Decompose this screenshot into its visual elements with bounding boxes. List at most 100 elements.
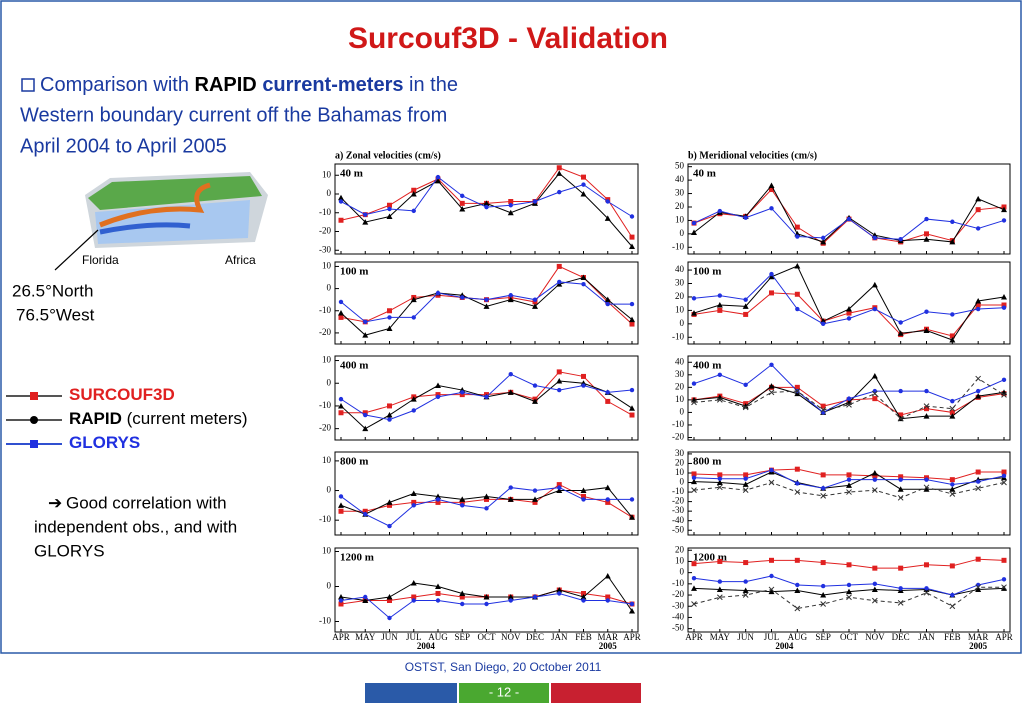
x-tick-label: APR <box>332 632 350 642</box>
point <box>605 497 610 502</box>
point <box>950 398 955 404</box>
point <box>483 200 490 206</box>
point <box>924 562 929 568</box>
point <box>820 235 826 241</box>
point <box>742 404 749 411</box>
point <box>846 594 852 601</box>
point <box>691 475 697 480</box>
point <box>484 204 489 210</box>
frame <box>0 0 1022 654</box>
intro-line: April 2004 to April 2005 <box>20 135 227 157</box>
x-tick-label: JAN <box>918 632 935 642</box>
comment: Good correlation with independent obs., a… <box>34 493 237 560</box>
point <box>435 493 441 499</box>
point <box>484 601 489 607</box>
point <box>459 206 466 212</box>
point <box>975 586 982 592</box>
point <box>898 320 903 325</box>
x-tick-label: MAY <box>355 632 376 642</box>
point <box>410 490 417 496</box>
point <box>532 398 538 404</box>
y-tick-label: -30 <box>672 600 684 610</box>
point <box>387 403 392 409</box>
legend-entry: RAPID (current meters) <box>69 409 248 428</box>
point <box>742 303 749 309</box>
charts: a) Zonal velocities (cm/s)40 m100-10-20-… <box>319 150 1013 651</box>
point <box>1001 585 1007 591</box>
point <box>717 472 723 478</box>
y-tick-label: -50 <box>672 623 684 633</box>
point <box>768 182 775 188</box>
point <box>605 301 610 307</box>
point <box>556 587 563 593</box>
point <box>872 306 878 312</box>
point <box>897 330 904 336</box>
depth-label: 400 m <box>693 360 721 372</box>
point <box>717 307 723 313</box>
point <box>581 182 586 187</box>
point <box>459 392 465 398</box>
x-tick-label: APR <box>685 632 703 642</box>
y-tick-label: 10 <box>675 467 685 477</box>
point <box>871 390 878 397</box>
point <box>460 390 465 395</box>
point <box>975 479 981 484</box>
point <box>629 234 635 240</box>
point <box>386 325 393 331</box>
point <box>556 170 563 176</box>
point <box>820 407 827 413</box>
point <box>338 194 344 201</box>
point <box>532 594 538 600</box>
y-tick-label: 10 <box>322 260 332 270</box>
map-current <box>99 182 211 228</box>
y-tick-label: 10 <box>675 394 685 404</box>
point <box>924 477 929 482</box>
point <box>871 373 878 379</box>
point <box>898 565 904 571</box>
y-tick-label: 0 <box>327 377 332 387</box>
point <box>435 382 441 389</box>
point <box>949 486 956 492</box>
point <box>975 306 981 312</box>
point <box>691 478 697 485</box>
point <box>846 396 852 401</box>
point <box>898 412 904 418</box>
plot-frame <box>334 547 639 633</box>
y-tick-label: -10 <box>672 241 684 251</box>
point <box>581 598 586 603</box>
point <box>924 406 929 412</box>
point <box>872 235 878 241</box>
point <box>532 488 538 493</box>
point <box>581 497 586 502</box>
point <box>1001 206 1007 213</box>
point <box>743 472 749 478</box>
point <box>691 310 697 316</box>
point <box>742 487 749 494</box>
y-tick-label: -10 <box>319 305 331 315</box>
x-tick-label: JAN <box>551 632 568 642</box>
y-tick-label: 0 <box>327 283 332 293</box>
point <box>743 215 748 220</box>
x-tick-label: DEC <box>892 632 910 642</box>
y-tick-label: 10 <box>322 169 332 179</box>
point <box>768 389 775 396</box>
intro-bold: RAPID <box>195 74 257 96</box>
point <box>923 236 930 242</box>
point <box>387 308 392 314</box>
point <box>691 487 697 494</box>
point <box>532 297 538 302</box>
point <box>507 209 514 216</box>
y-tick-label: 20 <box>675 381 685 391</box>
point <box>1001 302 1007 308</box>
point <box>532 383 538 388</box>
point <box>604 573 611 579</box>
legend-entry: GLORYS <box>69 433 140 452</box>
point <box>691 561 697 567</box>
point <box>386 594 393 600</box>
point <box>1001 293 1007 300</box>
point <box>605 398 611 404</box>
y-tick-label: -30 <box>319 244 331 254</box>
y-tick-label: 0 <box>680 567 685 577</box>
point <box>897 415 904 422</box>
point <box>410 580 417 586</box>
